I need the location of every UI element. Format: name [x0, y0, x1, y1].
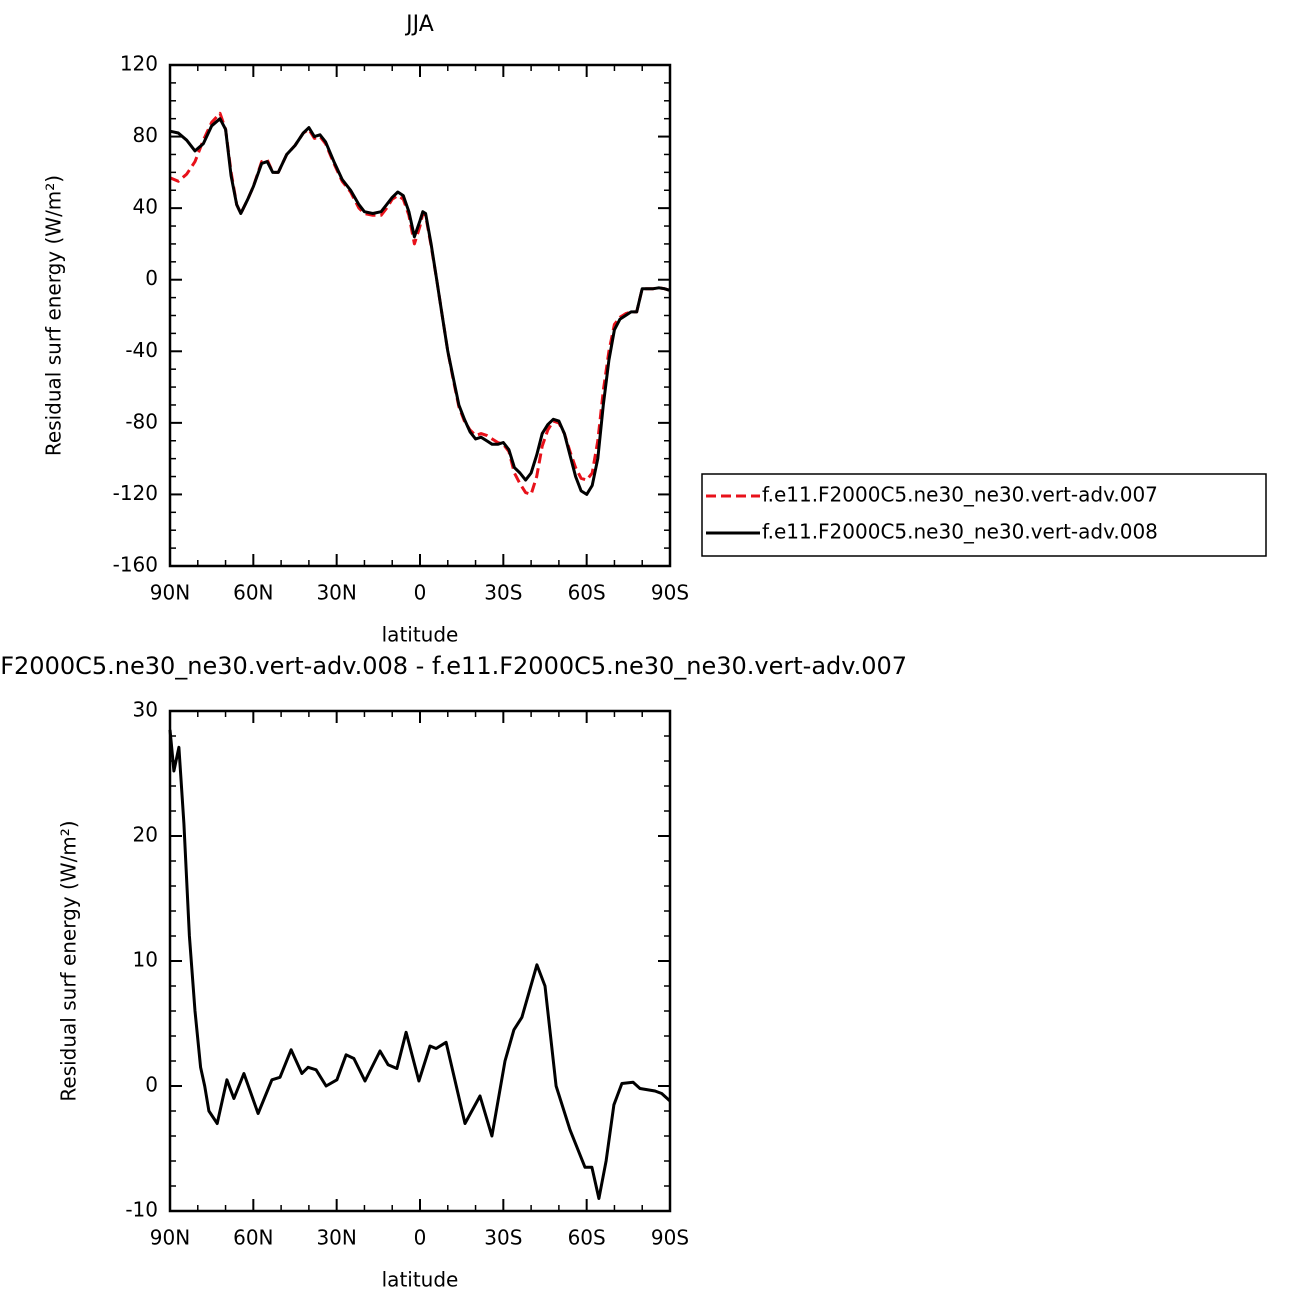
- x-tick-label: 60N: [233, 1226, 273, 1250]
- x-tick-label: 90S: [651, 1226, 689, 1250]
- y-tick-label: 120: [120, 52, 158, 76]
- y-tick-label: -160: [113, 553, 158, 577]
- y-tick-label: 0: [145, 1073, 158, 1097]
- x-axis-label: latitude: [382, 1268, 459, 1292]
- y-tick-label: -80: [125, 409, 158, 433]
- y-tick-label: -120: [113, 481, 158, 505]
- x-axis-label: latitude: [382, 623, 459, 647]
- legend-label: f.e11.F2000C5.ne30_ne30.vert-adv.008: [762, 520, 1158, 544]
- x-tick-label: 30S: [484, 581, 522, 605]
- plot-frame: [168, 709, 672, 1213]
- chart-title: f.e11.F2000C5.ne30_ne30.vert-adv.008 - f…: [0, 652, 907, 680]
- y-axis-label: Residual surf energy (W/m²): [42, 175, 66, 456]
- legend-label: f.e11.F2000C5.ne30_ne30.vert-adv.007: [762, 483, 1158, 507]
- y-tick-label: -40: [125, 338, 158, 362]
- chart-title: JJA: [404, 12, 434, 37]
- series-line: [169, 117, 671, 496]
- y-tick-label: 30: [133, 698, 158, 722]
- x-tick-label: 30S: [484, 1226, 522, 1250]
- series-line: [169, 111, 671, 496]
- y-tick-label: 10: [133, 948, 158, 972]
- y-tick-label: 80: [133, 123, 158, 147]
- y-axis-label: Residual surf energy (W/m²): [57, 820, 81, 1101]
- y-tick-label: -10: [125, 1198, 158, 1222]
- y-tick-label: 0: [145, 266, 158, 290]
- plot-frame: [168, 63, 672, 568]
- x-tick-label: 0: [414, 1226, 427, 1250]
- y-tick-label: 40: [133, 195, 158, 219]
- x-tick-label: 90N: [150, 581, 190, 605]
- x-tick-label: 60S: [568, 581, 606, 605]
- y-tick-label: 20: [133, 823, 158, 847]
- legend-box: [701, 473, 1267, 557]
- x-tick-label: 30N: [316, 1226, 356, 1250]
- x-tick-label: 0: [414, 581, 427, 605]
- x-tick-label: 60S: [568, 1226, 606, 1250]
- series-line: [168, 729, 672, 1200]
- x-tick-label: 60N: [233, 581, 273, 605]
- x-tick-label: 90N: [150, 1226, 190, 1250]
- x-tick-label: 30N: [316, 581, 356, 605]
- x-tick-label: 90S: [651, 581, 689, 605]
